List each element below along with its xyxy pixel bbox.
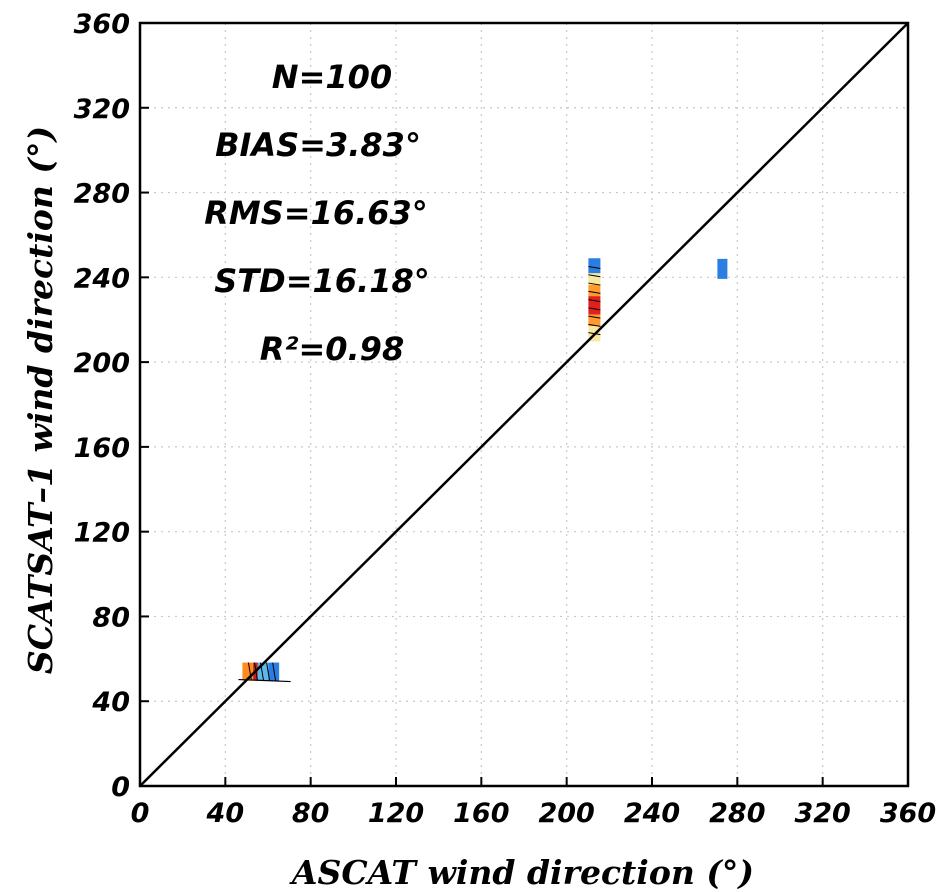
stat-line: N=100: [272, 58, 392, 96]
density-contour: [588, 282, 601, 286]
density-cell: [257, 662, 270, 681]
x-tick-label: 80: [292, 798, 330, 829]
density-contour: [588, 274, 601, 278]
y-tick-label: 360: [74, 9, 130, 40]
y-tick-label: 120: [74, 518, 130, 549]
density-contour: [266, 662, 271, 681]
x-tick-label: 40: [206, 798, 245, 829]
scatter-point: [717, 258, 728, 279]
x-tick-label: 280: [709, 798, 765, 829]
density-contour: [588, 323, 601, 327]
y-tick-label: 0: [111, 772, 130, 803]
one-to-one-line: [139, 22, 909, 787]
x-axis-ticks: 0 40 80 120 160 200 240 280 320 360: [131, 777, 936, 829]
density-contour: [272, 662, 277, 681]
y-tick-label: 280: [74, 179, 130, 210]
y-tick-label: 200: [74, 348, 130, 379]
density-contour: [588, 315, 601, 319]
density-cell: [242, 662, 254, 681]
density-cell: [588, 284, 601, 297]
statistics-block: N=100 BIAS=3.83° RMS=16.63° STD=16.18° R²=0.…: [204, 58, 430, 368]
x-tick-label: 120: [368, 798, 424, 829]
y-tick-label: 80: [92, 602, 130, 633]
density-cell: [588, 296, 601, 315]
stat-line: R²=0.98: [260, 330, 404, 368]
x-tick-label: 360: [880, 798, 936, 829]
x-tick-label: 240: [624, 798, 680, 829]
density-cell: [588, 258, 601, 274]
x-axis-title: ASCAT wind direction (°): [289, 853, 754, 892]
y-tick-label: 240: [74, 263, 130, 294]
y-axis-title: SCATSAT–1 wind direction (°): [21, 126, 60, 674]
x-tick-label: 320: [794, 798, 850, 829]
x-tick-label: 200: [538, 798, 594, 829]
density-clusters: [238, 258, 728, 683]
density-contour: [588, 299, 601, 303]
plot-frame: [138, 21, 910, 788]
density-contour: [588, 290, 601, 294]
x-tick-label: 0: [131, 798, 150, 829]
density-contour: [247, 662, 252, 681]
grid-lines: [140, 23, 908, 786]
stat-line: BIAS=3.83°: [215, 126, 421, 164]
y-axis-ticks: 0 40 80 120 160 200 240 280 320 360: [74, 9, 149, 803]
y-tick-label: 160: [74, 433, 130, 464]
stat-line: STD=16.18°: [214, 262, 429, 300]
y-tick-label: 40: [91, 687, 130, 718]
density-contour: [588, 307, 601, 311]
x-tick-label: 160: [453, 798, 509, 829]
density-contour: [588, 266, 601, 270]
y-tick-label: 320: [74, 94, 130, 125]
stat-line: RMS=16.63°: [204, 194, 428, 232]
